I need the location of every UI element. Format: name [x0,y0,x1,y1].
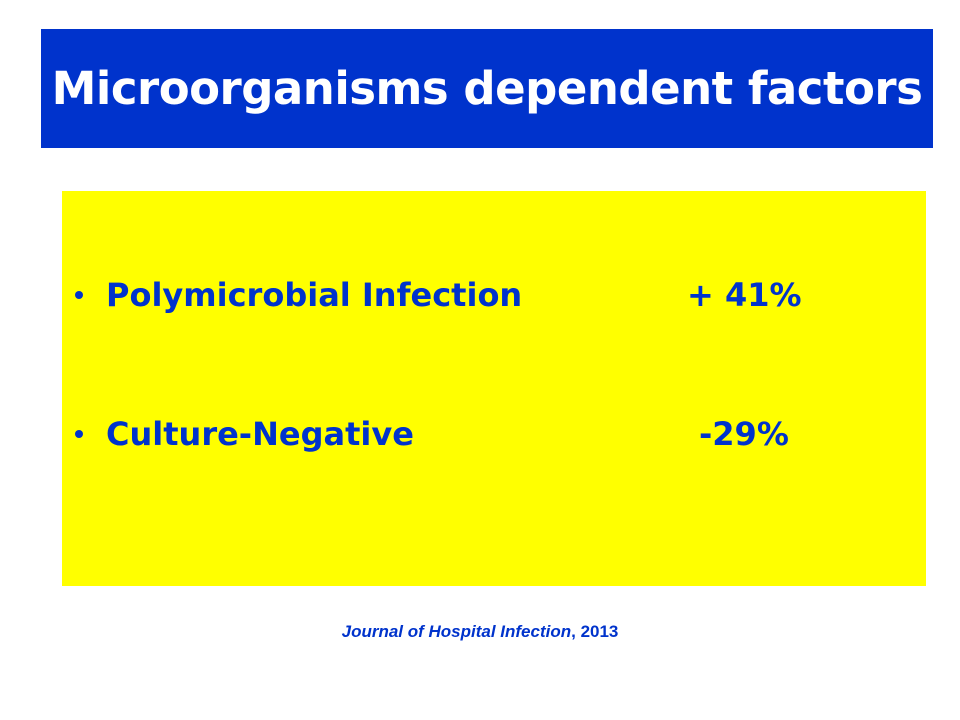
bullet-dot-icon [75,430,83,438]
bullet-label: Culture-Negative [106,415,414,453]
content-box [62,191,926,586]
citation-journal: Journal of Hospital Infection [341,622,572,641]
citation-year: , 2013 [571,622,619,641]
bullet-item: Culture-Negative -29% [62,410,926,458]
citation: Journal of Hospital Infection, 2013 [0,622,960,642]
slide-title: Microorganisms dependent factors [51,62,923,115]
bullet-value: -29% [699,415,789,453]
bullet-item: Polymicrobial Infection + 41% [62,271,926,319]
bullet-dot-icon [75,291,83,299]
bullet-label: Polymicrobial Infection [106,276,523,314]
bullet-value: + 41% [687,276,802,314]
title-bar: Microorganisms dependent factors [41,29,933,148]
